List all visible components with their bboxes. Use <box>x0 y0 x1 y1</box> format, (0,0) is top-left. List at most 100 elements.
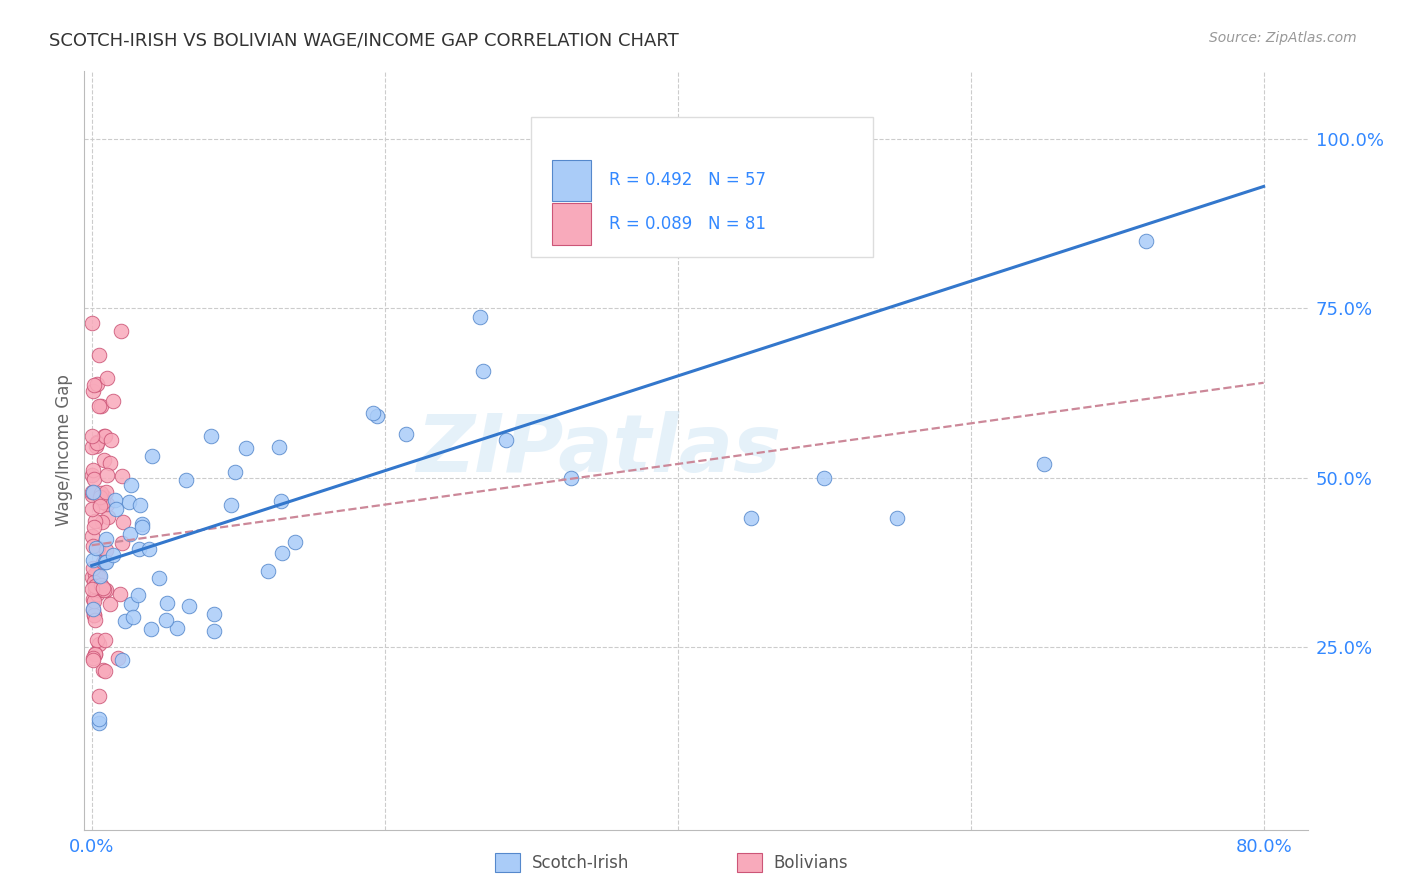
Point <box>96 468 118 483</box>
Point <box>83 472 105 486</box>
Point <box>82 602 104 616</box>
Point <box>82 553 104 567</box>
Point <box>740 511 762 525</box>
Point <box>91 495 114 509</box>
Point <box>89 569 111 583</box>
Text: Bolivians: Bolivians <box>773 854 848 871</box>
Point <box>813 470 835 484</box>
Point <box>80 529 103 543</box>
Point <box>94 665 117 679</box>
Point <box>82 651 104 665</box>
Point <box>108 587 131 601</box>
Point <box>86 568 108 582</box>
Point <box>89 499 111 513</box>
Point <box>111 653 134 667</box>
Point <box>93 556 115 570</box>
Text: Source: ZipAtlas.com: Source: ZipAtlas.com <box>1209 31 1357 45</box>
Point <box>91 663 114 677</box>
Point <box>148 571 170 585</box>
Point <box>886 511 908 525</box>
Point <box>80 488 103 502</box>
Point <box>98 456 121 470</box>
Point <box>219 499 242 513</box>
Point <box>156 596 179 610</box>
FancyBboxPatch shape <box>551 203 591 245</box>
Point <box>283 535 305 549</box>
Point <box>86 377 108 392</box>
Point <box>155 613 177 627</box>
Point <box>468 310 491 324</box>
Point <box>1032 457 1054 471</box>
Point <box>83 378 105 392</box>
Point <box>128 541 150 556</box>
Text: Scotch-Irish: Scotch-Irish <box>531 854 628 871</box>
Point <box>98 598 121 612</box>
Point <box>83 514 105 528</box>
Point <box>82 501 104 516</box>
Point <box>86 633 108 648</box>
Point <box>91 581 114 595</box>
Point <box>202 624 225 638</box>
Point <box>80 429 103 443</box>
Point <box>110 324 132 338</box>
Point <box>174 473 197 487</box>
Point <box>83 647 105 661</box>
Point <box>80 485 103 500</box>
Point <box>202 607 225 622</box>
Point <box>84 541 107 555</box>
Point <box>89 715 111 730</box>
FancyBboxPatch shape <box>551 160 591 202</box>
Point <box>200 428 222 442</box>
Point <box>80 440 103 454</box>
Point <box>89 491 111 505</box>
Point <box>87 712 110 726</box>
Point <box>93 453 115 467</box>
Point <box>139 622 162 636</box>
Point <box>82 570 104 584</box>
Point <box>100 434 122 448</box>
Point <box>90 399 112 413</box>
Point <box>87 570 110 584</box>
Point <box>120 597 142 611</box>
Point <box>560 471 582 485</box>
Point <box>82 603 104 617</box>
Point <box>96 497 118 511</box>
Point <box>131 520 153 534</box>
Point <box>131 516 153 531</box>
Point <box>138 541 160 556</box>
Point <box>82 539 104 553</box>
Point <box>93 632 115 647</box>
Point <box>82 463 104 477</box>
Point <box>89 400 111 414</box>
Point <box>83 608 105 623</box>
Point <box>80 316 103 330</box>
Point <box>93 555 115 569</box>
Point <box>141 449 163 463</box>
Point <box>366 409 388 423</box>
Text: ZIPatlas: ZIPatlas <box>416 411 780 490</box>
Point <box>83 574 105 589</box>
Point <box>166 621 188 635</box>
Point <box>128 498 150 512</box>
Point <box>111 469 134 483</box>
Point <box>395 427 418 442</box>
Point <box>90 486 112 500</box>
Point <box>90 577 112 591</box>
Text: R = 0.089   N = 81: R = 0.089 N = 81 <box>609 215 766 233</box>
Point <box>118 495 141 509</box>
Point <box>93 583 115 598</box>
Point <box>84 614 107 628</box>
Point <box>112 515 135 529</box>
Point <box>87 582 110 597</box>
Point <box>94 555 117 569</box>
Point <box>224 466 246 480</box>
Point <box>271 546 294 560</box>
Point <box>93 490 115 504</box>
Point <box>91 515 114 529</box>
Point <box>93 428 115 442</box>
Point <box>89 689 111 703</box>
Point <box>111 535 134 549</box>
Point <box>86 435 108 450</box>
Point <box>94 543 117 558</box>
Point <box>177 599 200 613</box>
